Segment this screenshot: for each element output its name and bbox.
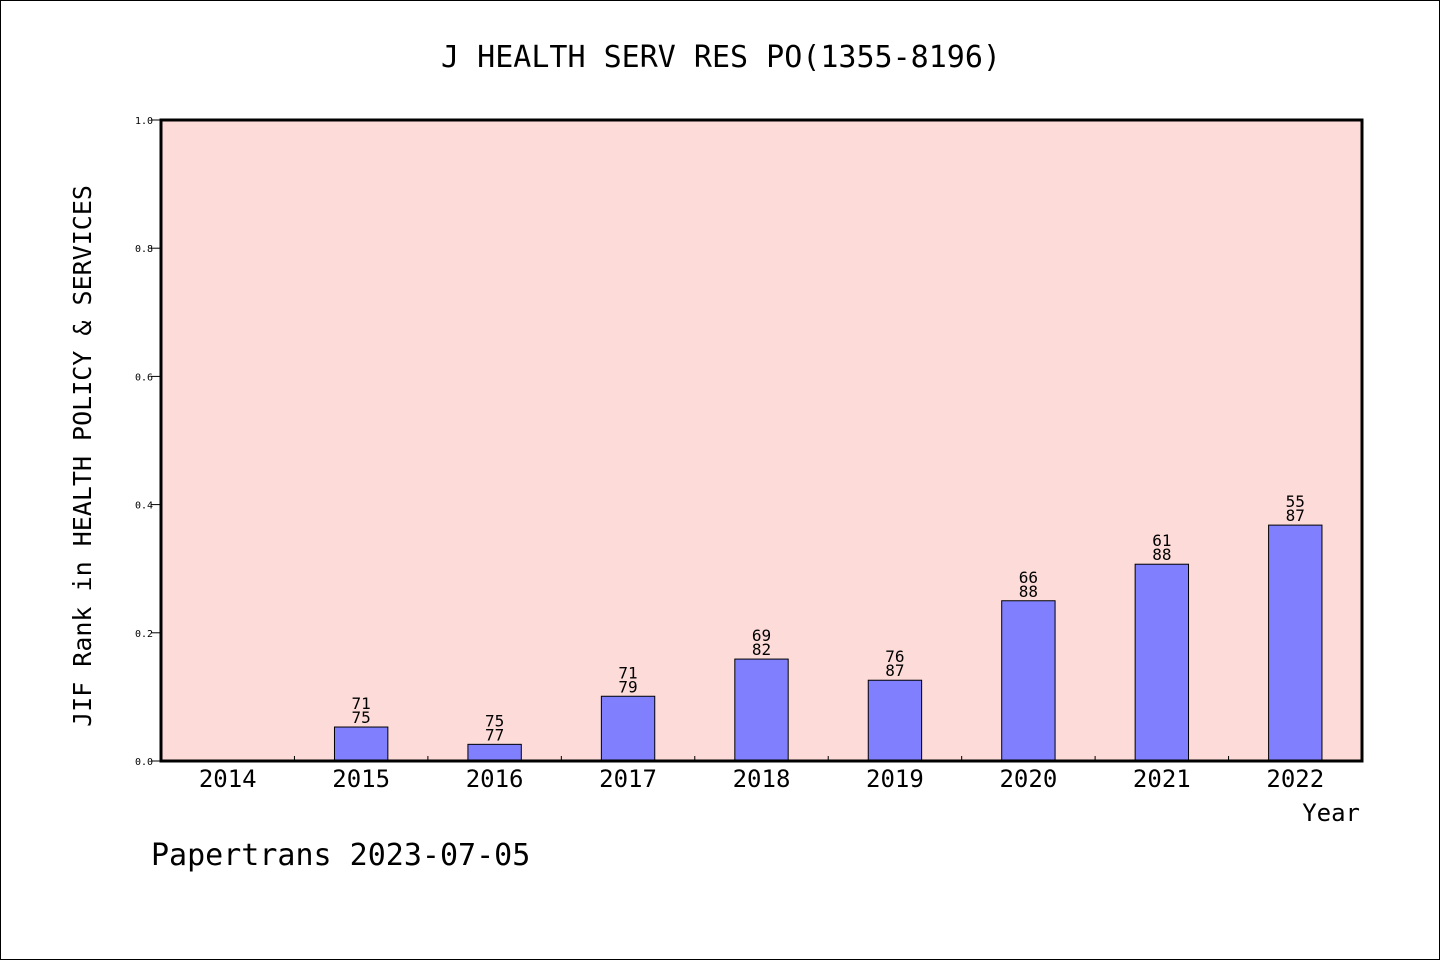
x-tick-label-2020: 2020 xyxy=(999,765,1057,793)
footer-date-label: Papertrans 2023-07-05 xyxy=(151,838,530,873)
x-tick-label-2018: 2018 xyxy=(733,765,791,793)
y-tick-label-0.4: 0.4 xyxy=(135,501,153,512)
x-tick-label-2015: 2015 xyxy=(332,765,390,793)
total-label-2017: 79 xyxy=(618,677,637,696)
y-tick-label-0.2: 0.2 xyxy=(135,629,153,640)
bar-2021 xyxy=(1134,563,1190,762)
total-label-2019: 87 xyxy=(885,661,904,680)
rank-label-2015: 71 xyxy=(352,694,371,713)
total-label-2018: 82 xyxy=(752,640,771,659)
rank-label-2017: 71 xyxy=(618,663,637,682)
rank-label-2022: 55 xyxy=(1286,492,1305,511)
x-axis-label: Year xyxy=(1302,799,1360,827)
total-label-2021: 88 xyxy=(1152,545,1171,564)
chart-title: J HEALTH SERV RES PO(1355-8196) xyxy=(441,40,1001,75)
plot-border xyxy=(159,118,1364,763)
total-label-2022: 87 xyxy=(1286,506,1305,525)
total-label-2016: 77 xyxy=(485,725,504,744)
bar-2022 xyxy=(1268,524,1323,762)
bar-2015 xyxy=(333,726,389,762)
bar-2016 xyxy=(467,743,522,762)
rank-label-2018: 69 xyxy=(752,626,771,645)
rank-label-2019: 76 xyxy=(885,647,904,666)
x-axis-ticks: 2014 2015 2016 2017 2018 2019 2020 2021 2022 xyxy=(199,756,1324,793)
y-axis-label: JIF Rank in HEALTH POLICY & SERVICES xyxy=(68,185,97,727)
bar-2018 xyxy=(734,658,789,762)
x-tick-label-2022: 2022 xyxy=(1266,765,1324,793)
y-tick-label-1.0: 1.0 xyxy=(135,116,153,127)
x-tick-label-2019: 2019 xyxy=(866,765,924,793)
bar-2019 xyxy=(867,679,923,762)
x-tick-label-2014: 2014 xyxy=(199,765,257,793)
total-label-2020: 88 xyxy=(1019,582,1038,601)
bars-group xyxy=(333,524,1323,762)
y-axis-ticks: 0.0 0.2 0.4 0.6 0.8 1.0 xyxy=(135,116,161,768)
y-tick-label-0.0: 0.0 xyxy=(135,757,153,768)
rank-label-2021: 61 xyxy=(1152,531,1171,550)
x-tick-label-2016: 2016 xyxy=(466,765,524,793)
rank-label-2020: 66 xyxy=(1019,568,1038,587)
total-label-2015: 75 xyxy=(352,708,371,727)
rank-label-2016: 75 xyxy=(485,711,504,730)
x-tick-label-2017: 2017 xyxy=(599,765,657,793)
y-tick-label-0.8: 0.8 xyxy=(135,244,153,255)
x-tick-label-2021: 2021 xyxy=(1133,765,1191,793)
bar-2020 xyxy=(1001,600,1056,762)
bar-2017 xyxy=(600,695,656,762)
y-tick-label-0.6: 0.6 xyxy=(135,372,153,383)
